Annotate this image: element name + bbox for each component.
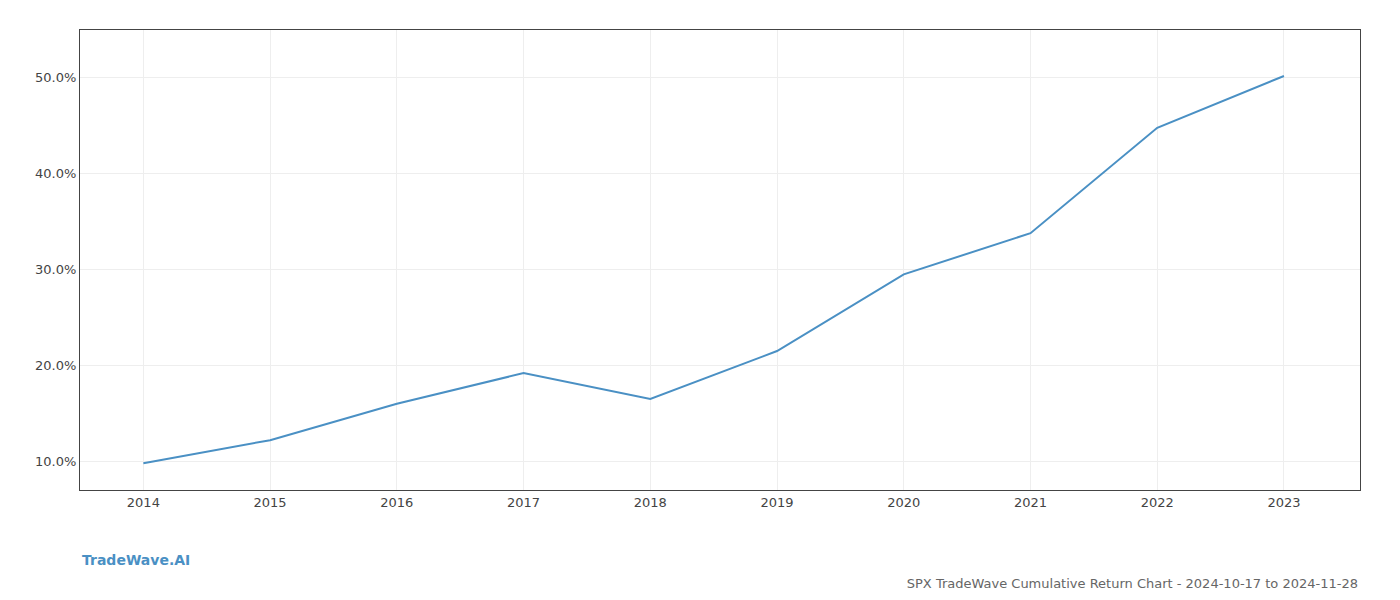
svg-text:2022: 2022	[1141, 495, 1174, 510]
svg-text:2021: 2021	[1014, 495, 1047, 510]
svg-text:SPX TradeWave Cumulative Retur: SPX TradeWave Cumulative Return Chart - …	[907, 576, 1358, 591]
svg-text:TradeWave.AI: TradeWave.AI	[82, 552, 190, 568]
svg-text:2014: 2014	[127, 495, 160, 510]
svg-text:2016: 2016	[380, 495, 413, 510]
svg-text:20.0%: 20.0%	[35, 358, 76, 373]
svg-text:2015: 2015	[254, 495, 287, 510]
svg-text:40.0%: 40.0%	[35, 166, 76, 181]
svg-text:2020: 2020	[887, 495, 920, 510]
svg-text:2017: 2017	[507, 495, 540, 510]
svg-text:50.0%: 50.0%	[35, 70, 76, 85]
svg-text:2018: 2018	[634, 495, 667, 510]
svg-text:30.0%: 30.0%	[35, 262, 76, 277]
svg-text:2023: 2023	[1267, 495, 1300, 510]
svg-text:2019: 2019	[760, 495, 793, 510]
svg-text:10.0%: 10.0%	[35, 454, 76, 469]
